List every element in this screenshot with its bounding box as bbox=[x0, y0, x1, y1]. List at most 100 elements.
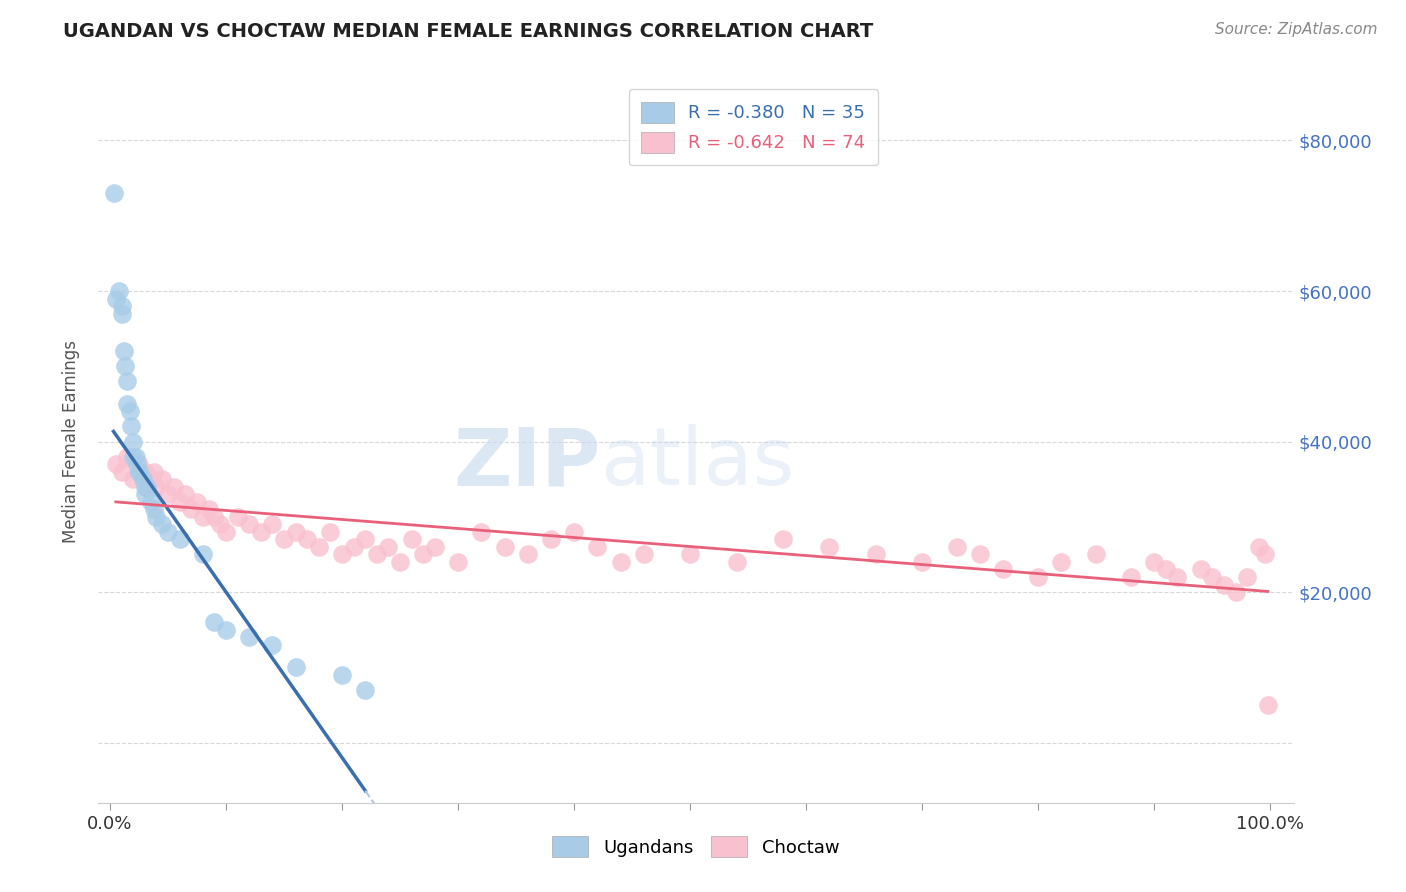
Point bbox=[1166, 570, 1188, 584]
Point bbox=[120, 419, 142, 434]
Point bbox=[204, 509, 226, 524]
Point bbox=[117, 450, 139, 464]
Point bbox=[911, 555, 934, 569]
Point bbox=[284, 524, 307, 539]
Point bbox=[1050, 555, 1073, 569]
Point bbox=[284, 660, 307, 674]
Point bbox=[609, 555, 631, 569]
Point bbox=[122, 450, 145, 464]
Point bbox=[273, 533, 295, 547]
Point bbox=[494, 540, 516, 554]
Point bbox=[993, 562, 1015, 576]
Point bbox=[122, 472, 145, 486]
Point bbox=[1257, 698, 1279, 712]
Point bbox=[238, 630, 260, 644]
Point bbox=[215, 524, 238, 539]
Point bbox=[157, 524, 180, 539]
Point bbox=[145, 509, 167, 524]
Point bbox=[186, 494, 208, 508]
Point bbox=[117, 397, 139, 411]
Point bbox=[136, 480, 159, 494]
Legend: Ugandans, Choctaw: Ugandans, Choctaw bbox=[543, 827, 849, 866]
Point bbox=[139, 494, 162, 508]
Point bbox=[725, 555, 748, 569]
Point bbox=[128, 465, 150, 479]
Y-axis label: Median Female Earnings: Median Female Earnings bbox=[62, 340, 80, 543]
Point bbox=[633, 548, 655, 562]
Point bbox=[124, 450, 146, 464]
Point bbox=[112, 344, 135, 359]
Point bbox=[128, 465, 150, 479]
Text: ZIP: ZIP bbox=[453, 425, 600, 502]
Point bbox=[1201, 570, 1223, 584]
Point bbox=[297, 533, 319, 547]
Point bbox=[772, 533, 794, 547]
Point bbox=[131, 472, 153, 486]
Point bbox=[134, 487, 156, 501]
Point bbox=[447, 555, 470, 569]
Point bbox=[1236, 570, 1258, 584]
Point bbox=[562, 524, 585, 539]
Point bbox=[540, 533, 562, 547]
Point bbox=[143, 465, 166, 479]
Point bbox=[204, 615, 226, 630]
Point bbox=[174, 487, 197, 501]
Point bbox=[226, 509, 249, 524]
Point bbox=[125, 457, 148, 471]
Point bbox=[111, 299, 134, 313]
Point bbox=[389, 555, 412, 569]
Point bbox=[969, 548, 991, 562]
Point bbox=[423, 540, 446, 554]
Point bbox=[104, 457, 127, 471]
Point bbox=[319, 524, 342, 539]
Point bbox=[122, 434, 145, 449]
Point bbox=[238, 517, 260, 532]
Point bbox=[114, 359, 136, 374]
Point bbox=[308, 540, 330, 554]
Point bbox=[1085, 548, 1108, 562]
Point bbox=[128, 457, 150, 471]
Point bbox=[136, 480, 159, 494]
Point bbox=[1247, 540, 1270, 554]
Point bbox=[131, 472, 153, 486]
Point bbox=[1253, 548, 1275, 562]
Point bbox=[145, 480, 167, 494]
Point bbox=[250, 524, 273, 539]
Point bbox=[1212, 577, 1234, 591]
Point bbox=[516, 548, 538, 562]
Point bbox=[139, 472, 162, 486]
Point bbox=[412, 548, 434, 562]
Point bbox=[262, 638, 284, 652]
Point bbox=[1026, 570, 1049, 584]
Point bbox=[169, 533, 191, 547]
Point bbox=[818, 540, 841, 554]
Point bbox=[111, 307, 134, 321]
Point bbox=[215, 623, 238, 637]
Point bbox=[377, 540, 399, 554]
Point bbox=[401, 533, 423, 547]
Point bbox=[209, 517, 232, 532]
Point bbox=[354, 682, 377, 697]
Point bbox=[117, 375, 139, 389]
Point bbox=[1225, 585, 1247, 599]
Point bbox=[330, 668, 353, 682]
Point bbox=[134, 465, 156, 479]
Point bbox=[1154, 562, 1177, 576]
Point bbox=[470, 524, 492, 539]
Point bbox=[169, 494, 191, 508]
Point bbox=[143, 502, 166, 516]
Point bbox=[191, 509, 214, 524]
Point bbox=[108, 284, 131, 298]
Point bbox=[104, 292, 127, 306]
Text: UGANDAN VS CHOCTAW MEDIAN FEMALE EARNINGS CORRELATION CHART: UGANDAN VS CHOCTAW MEDIAN FEMALE EARNING… bbox=[63, 22, 873, 41]
Point bbox=[103, 186, 125, 201]
Point bbox=[354, 533, 377, 547]
Point bbox=[134, 480, 156, 494]
Point bbox=[163, 480, 186, 494]
Point bbox=[197, 502, 219, 516]
Point bbox=[586, 540, 609, 554]
Point bbox=[366, 548, 388, 562]
Point bbox=[946, 540, 969, 554]
Text: atlas: atlas bbox=[600, 425, 794, 502]
Point bbox=[111, 465, 134, 479]
